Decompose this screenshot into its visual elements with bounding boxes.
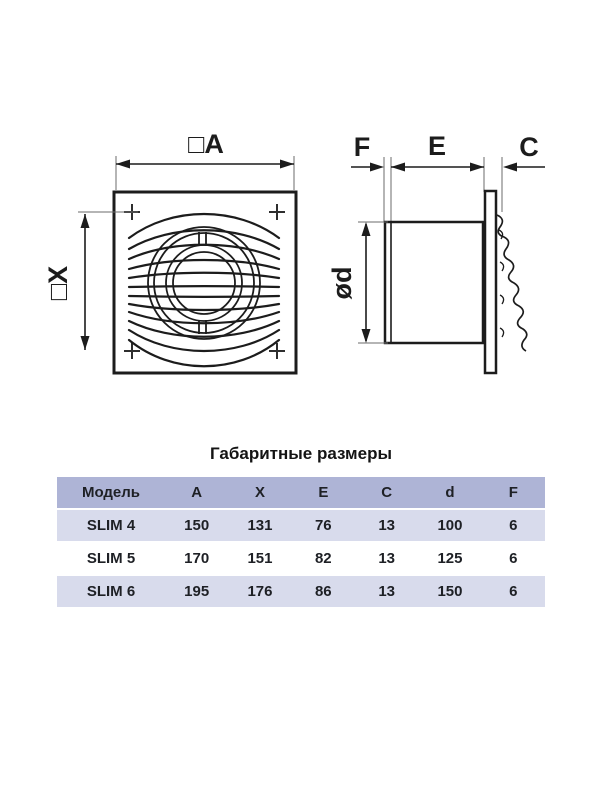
dim-a-label: □A: [188, 129, 224, 159]
column-header-model: Модель: [81, 484, 141, 501]
table-header-row: Модель A X E C d F: [57, 477, 545, 508]
value-a: 170: [184, 550, 210, 567]
value-f: 6: [509, 517, 518, 534]
value-a: 150: [184, 517, 210, 534]
value-c: 13: [378, 517, 395, 534]
column-header-c: C: [381, 484, 393, 501]
value-d: 100: [437, 517, 463, 534]
grille-wavy-lines: [127, 212, 281, 368]
value-x: 151: [247, 550, 273, 567]
table-row: SLIM 5 170 151 82 13 125 6: [57, 543, 545, 574]
dim-d: ød: [327, 221, 388, 344]
dim-e-label: E: [428, 131, 446, 161]
fan-body-outline: [383, 220, 485, 345]
column-header-f: F: [508, 484, 518, 501]
side-view: F E C ød: [327, 131, 545, 375]
column-header-d: d: [445, 484, 455, 501]
dim-d-label: ød: [327, 267, 357, 300]
table-title: Габаритные размеры: [210, 444, 392, 463]
column-header-x: X: [254, 484, 265, 501]
dim-a: □A: [115, 129, 295, 190]
dim-x: □X: [43, 211, 138, 350]
value-d: 125: [437, 550, 463, 567]
value-d: 150: [437, 583, 463, 600]
model-name: SLIM 4: [86, 517, 136, 534]
dim-f: F: [351, 132, 384, 172]
table-row: SLIM 4 150 131 76 13 100 6: [57, 510, 545, 541]
dimension-diagram: □A □X: [43, 129, 545, 375]
dim-f-label: F: [354, 132, 371, 162]
extension-lines: [383, 157, 503, 222]
column-header-a: A: [191, 484, 203, 501]
value-e: 86: [314, 583, 332, 600]
dim-e: E: [391, 131, 484, 172]
value-e: 76: [314, 517, 332, 534]
value-x: 176: [247, 583, 273, 600]
column-header-e: E: [318, 484, 329, 501]
dim-c-label: C: [519, 132, 539, 162]
grille-edge-hatch-2: [498, 229, 505, 338]
value-c: 13: [378, 550, 395, 567]
dimensions-table: Модель A X E C d F SLIM 4 150 131 76 13 …: [57, 477, 545, 609]
dim-x-label: □X: [43, 266, 73, 300]
value-f: 6: [509, 583, 518, 600]
faceplate-outline: [112, 190, 298, 375]
value-x: 131: [247, 517, 273, 534]
table-row: SLIM 6 195 176 86 13 150 6: [57, 576, 545, 607]
model-name: SLIM 5: [86, 550, 136, 567]
value-e: 82: [314, 550, 332, 567]
grille-edge-hatch: [496, 214, 528, 352]
front-panel-outline: [483, 189, 498, 375]
dim-c: C: [503, 132, 545, 172]
front-view: □A □X: [43, 129, 298, 375]
value-c: 13: [378, 583, 395, 600]
grille-support-ticks: [198, 232, 207, 334]
model-name: SLIM 6: [86, 583, 136, 600]
value-a: 195: [184, 583, 210, 600]
value-f: 6: [509, 550, 518, 567]
